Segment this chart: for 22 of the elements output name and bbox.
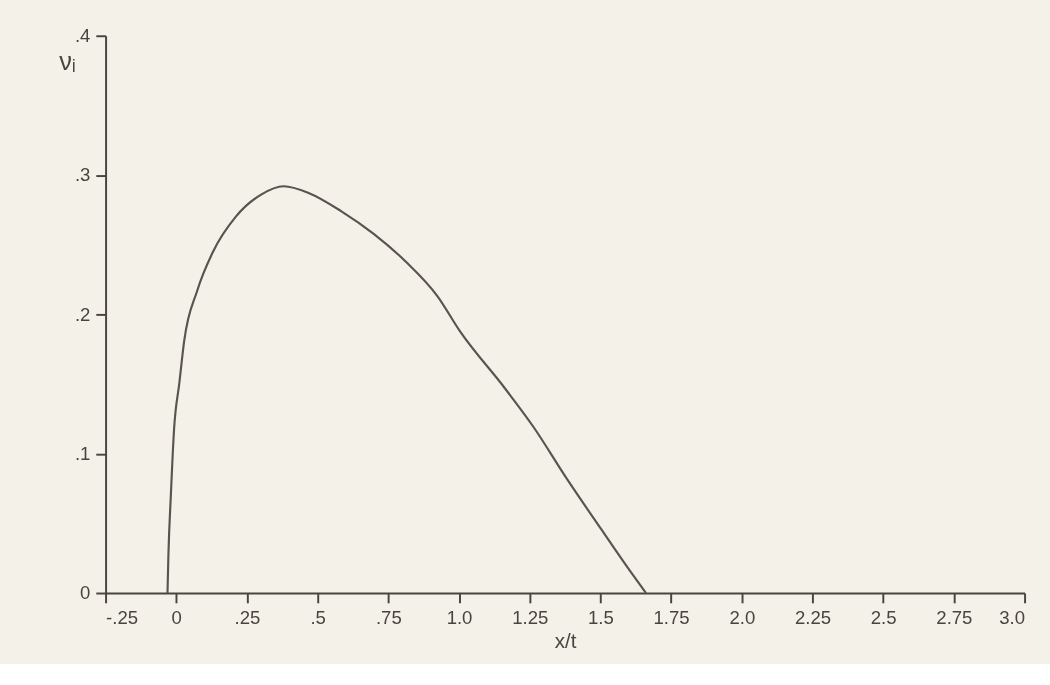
- x-tick-label: 2.75: [936, 606, 973, 628]
- x-tick-label: 2.5: [870, 606, 897, 628]
- x-axis-title: x/t: [554, 629, 577, 653]
- x-tick-label: 0: [171, 606, 182, 628]
- y-tick-label: .2: [74, 303, 91, 325]
- x-tick-label: .25: [234, 606, 261, 628]
- y-tick-label: .4: [74, 25, 91, 47]
- y-tick-label: .3: [74, 164, 91, 186]
- x-tick-label: .75: [375, 606, 402, 628]
- x-tick-label: 1.25: [512, 606, 549, 628]
- x-tick-label: 3.0: [999, 606, 1026, 628]
- y-tick-label: 0: [80, 582, 91, 604]
- x-tick-label: .5: [310, 606, 326, 628]
- x-tick-label: 2.0: [729, 606, 756, 628]
- x-tick-label: 2.25: [794, 606, 832, 628]
- x-tick-label: 1.75: [653, 606, 690, 628]
- x-tick-label: 1.0: [446, 606, 473, 628]
- y-axis-title: νᵢ: [59, 47, 76, 76]
- y-tick-label: .1: [74, 443, 91, 465]
- x-tick-label: -.25: [106, 606, 139, 628]
- x-tick-label: 1.5: [588, 606, 614, 628]
- line-series: [166, 185, 648, 594]
